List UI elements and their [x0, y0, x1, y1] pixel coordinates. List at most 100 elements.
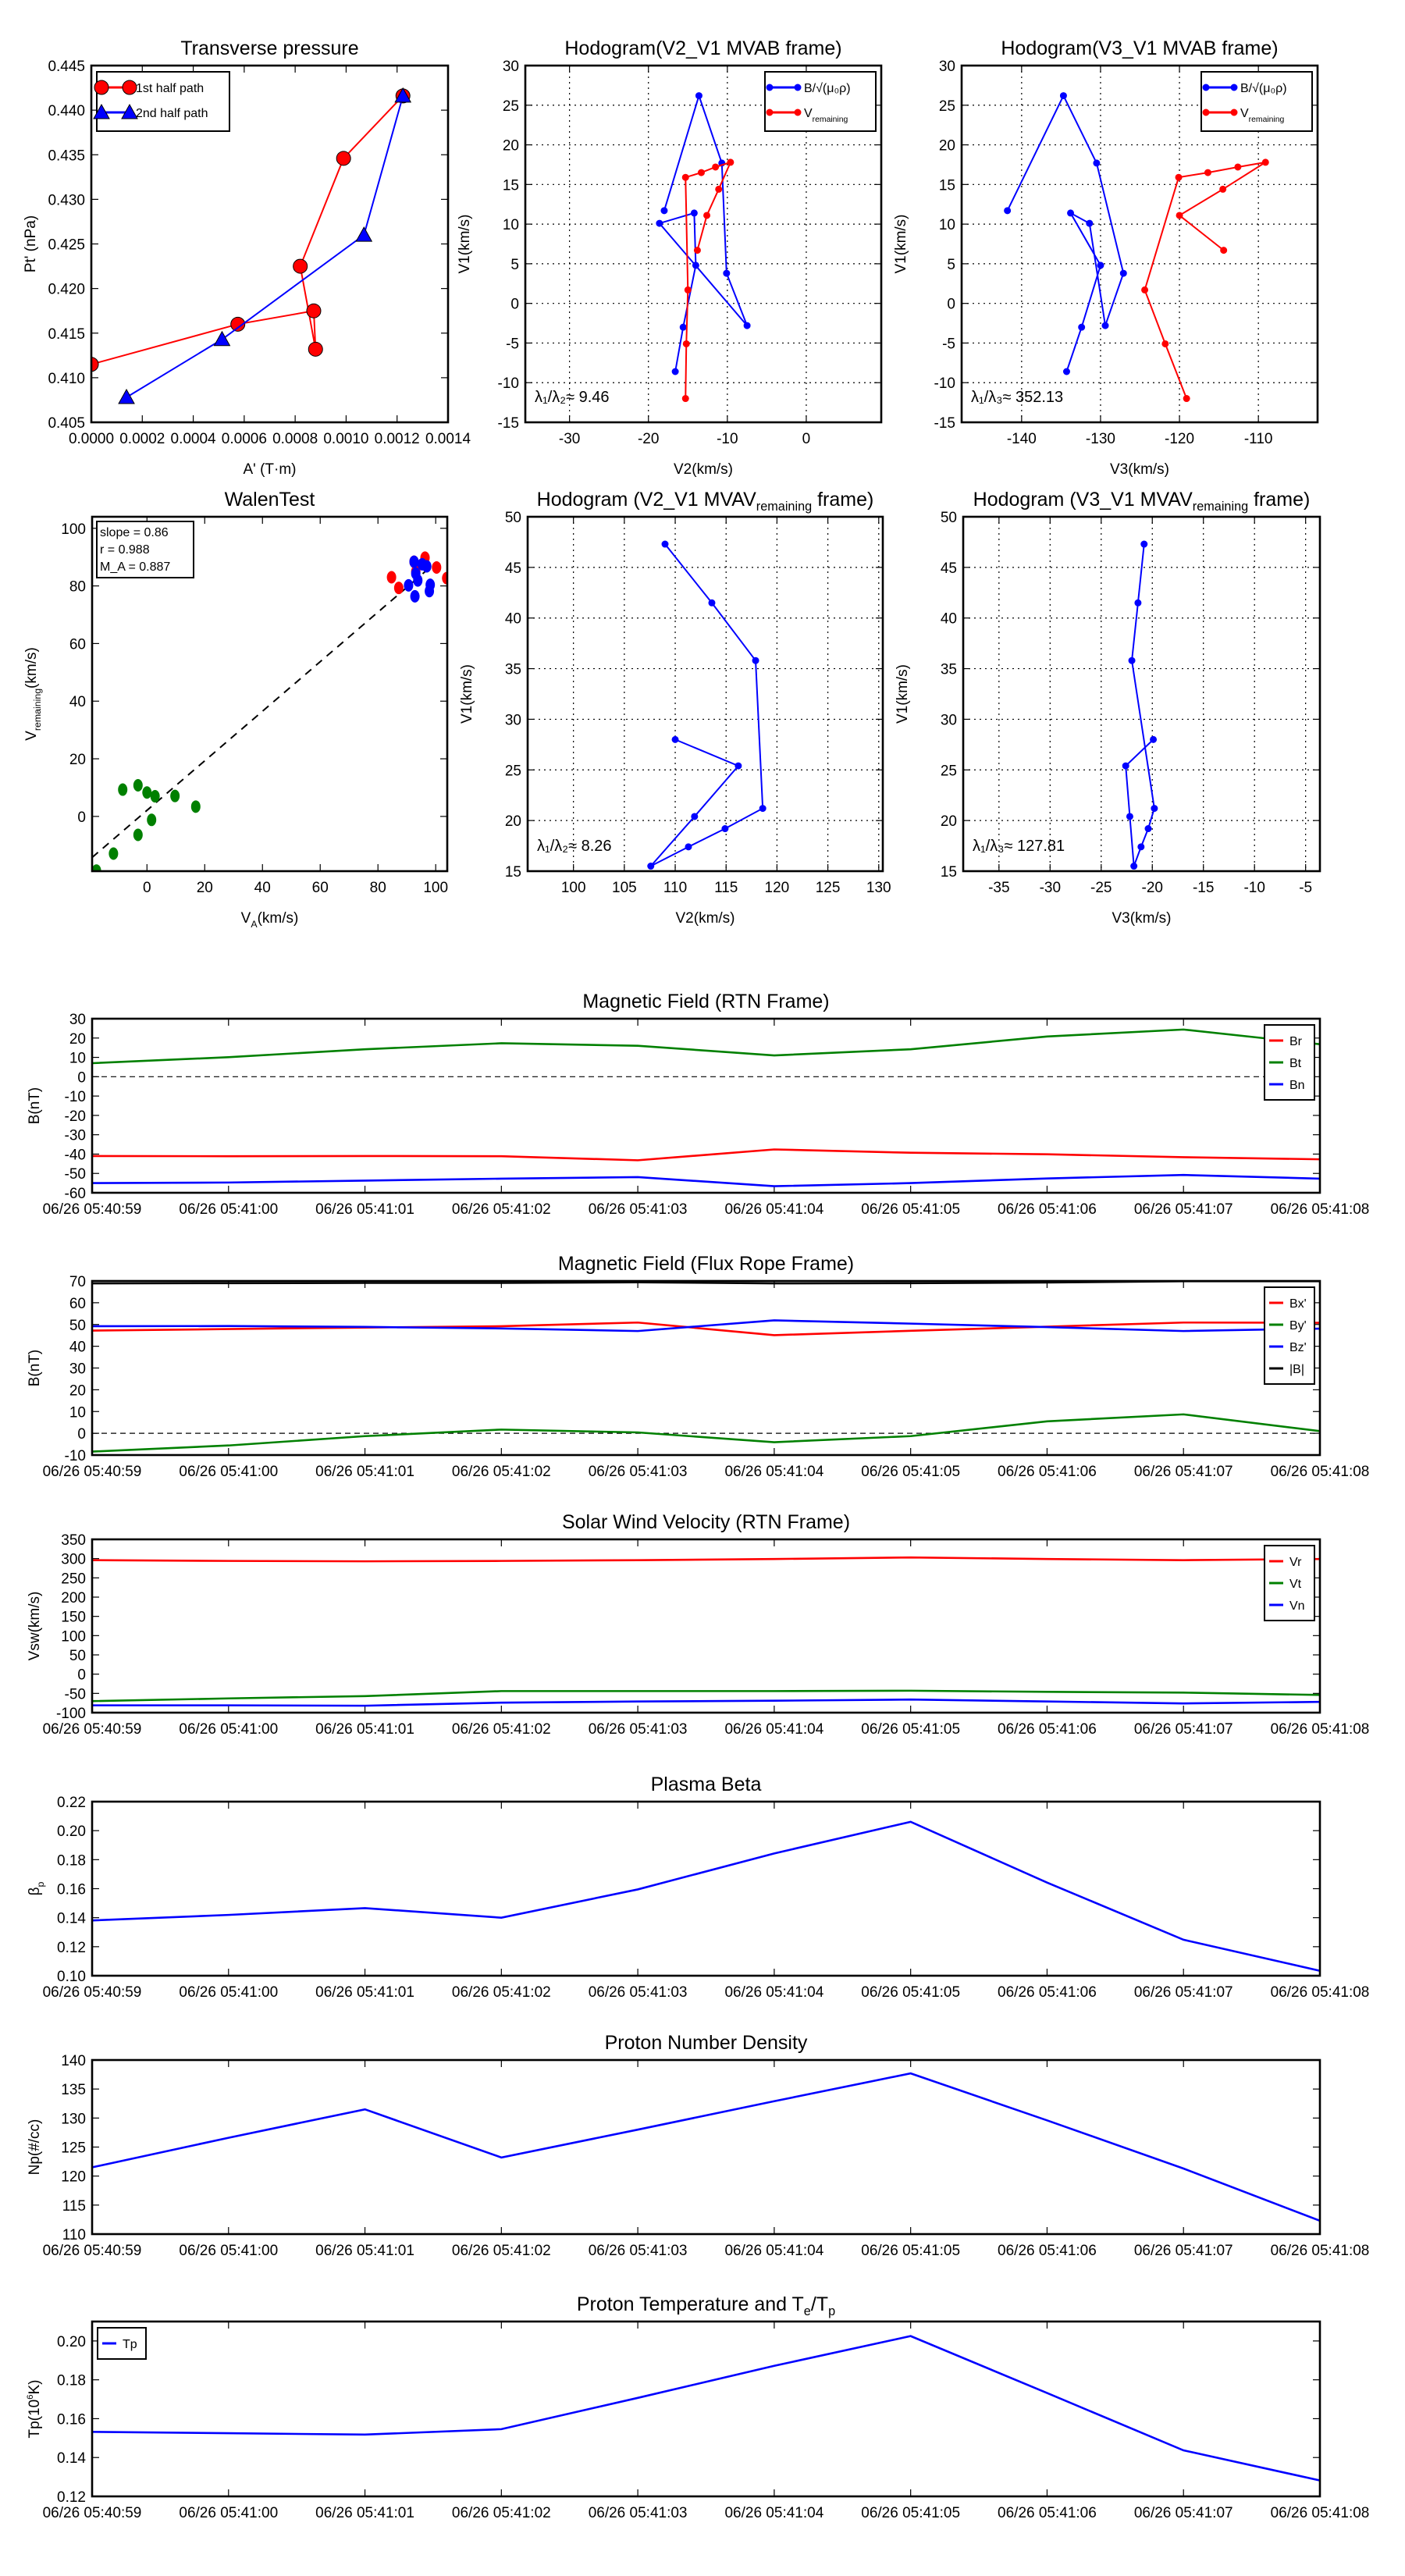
axes-frame — [962, 515, 1321, 873]
x-tick-label: 0 — [143, 880, 151, 896]
series-0 — [1122, 540, 1158, 870]
chart-title-pre: Hodogram (V3_V1 MVAV — [973, 489, 1193, 511]
y-tick-label: 100 — [61, 1628, 86, 1645]
axes-frame — [91, 515, 449, 873]
axes-frame — [960, 64, 1319, 424]
y-tick-label: -15 — [498, 415, 519, 432]
x-tick-label: 06/26 05:41:05 — [861, 1201, 960, 1218]
data-point — [743, 322, 751, 329]
legend-label-sub: remaining — [1249, 116, 1285, 124]
data-point — [708, 599, 716, 607]
series-0 — [92, 1321, 1320, 1336]
y-axis-label: Vremaining(km/s) — [23, 647, 43, 741]
data-point — [1086, 219, 1094, 227]
y-axis-label-pre: Tp(10 — [27, 2400, 43, 2439]
data-point — [1150, 735, 1158, 743]
x-tick-label: 06/26 05:41:05 — [861, 2243, 960, 2259]
x-tick-label: 06/26 05:41:03 — [589, 1201, 688, 1218]
legend-label: Bt — [1289, 1057, 1302, 1070]
data-point — [425, 585, 435, 598]
y-tick-label: 20 — [69, 752, 86, 768]
data-point — [1004, 207, 1012, 215]
data-point — [393, 582, 404, 595]
x-tick-label: 06/26 05:41:05 — [861, 2505, 960, 2521]
legend: 1st half path 2nd half path — [93, 71, 230, 132]
y-tick-label: 10 — [69, 1404, 86, 1421]
y-tick-label: 15 — [503, 177, 519, 194]
legend: B/√(μ₀ρ) Vremaining — [764, 71, 877, 132]
y-axis-label: Pt' (nPa) — [23, 215, 39, 272]
data-point — [647, 863, 655, 870]
chart-title-pre: Proton Temperature and T — [577, 2293, 804, 2315]
data-point — [91, 357, 99, 372]
legend-marker — [766, 84, 774, 91]
x-tick-label: 115 — [714, 880, 738, 896]
chart-title: Solar Wind Velocity (RTN Frame) — [562, 1511, 850, 1533]
x-tick-label: -20 — [1142, 880, 1163, 896]
data-point — [1134, 599, 1142, 607]
y-axis-label-sub: p — [35, 1881, 46, 1887]
x-axis-label: VA(km/s) — [241, 910, 299, 930]
data-point — [1204, 169, 1211, 176]
axes-frame — [524, 64, 883, 424]
x-tick-label: 06/26 05:41:00 — [179, 1201, 278, 1218]
x-tick-label: 06/26 05:40:59 — [43, 2243, 142, 2259]
data-point — [142, 786, 152, 799]
y-tick-label: 70 — [69, 1274, 86, 1290]
x-tick-label: 06/26 05:41:00 — [179, 1984, 278, 2001]
data-point — [306, 303, 322, 318]
data-point — [723, 269, 731, 277]
y-tick-label: 0 — [510, 297, 519, 313]
y-tick-label: 30 — [69, 1012, 86, 1028]
series-0 — [92, 1556, 1320, 1563]
y-axis-label-sub: remaining — [32, 688, 43, 731]
data-point — [404, 578, 414, 592]
data-point — [147, 813, 157, 827]
x-tick-label: -20 — [638, 431, 659, 447]
legend-label: 2nd half path — [136, 107, 208, 120]
data-point — [410, 589, 420, 603]
y-tick-label: 0.445 — [48, 59, 85, 75]
x-tick-label: -5 — [1299, 880, 1312, 896]
stats-line: r = 0.988 — [100, 543, 150, 557]
legend-label: Vt — [1289, 1578, 1302, 1591]
axes-frame — [526, 515, 884, 873]
data-point — [681, 395, 689, 403]
y-tick-label: 25 — [505, 763, 521, 779]
series-0 — [92, 2072, 1320, 2222]
chart-title-sub: e — [804, 2304, 811, 2318]
legend-label-pre: B/√(μ₀ρ) — [804, 82, 851, 95]
x-tick-label: 06/26 05:41:01 — [315, 1984, 414, 2001]
chart-title-sub: remaining — [1193, 500, 1248, 514]
x-tick-label: 06/26 05:41:06 — [998, 1721, 1097, 1738]
data-point — [1176, 212, 1183, 219]
y-tick-label: 5 — [510, 257, 519, 273]
x-axis-label: A' (T·m) — [244, 461, 297, 478]
x-axis-label-pre: V — [241, 910, 251, 927]
data-point — [660, 207, 668, 215]
legend-marker — [93, 103, 110, 119]
y-tick-label: 0.18 — [57, 2373, 86, 2389]
x-tick-label: 06/26 05:41:08 — [1271, 2243, 1370, 2259]
data-point — [386, 571, 397, 584]
data-point — [693, 247, 701, 254]
data-point — [727, 158, 735, 166]
data-point — [1175, 173, 1183, 181]
legend-label: Vn — [1289, 1599, 1305, 1613]
legend-marker — [122, 80, 137, 95]
y-tick-label: 0.405 — [48, 415, 85, 432]
hodogram-v2-v1-mvab-chart: Hodogram(V2_V1 MVAB frame) V2(km/s) V1(km/… — [457, 37, 883, 478]
legend-marker — [766, 109, 774, 116]
series-1 — [92, 1689, 1320, 1703]
y-axis-label: B(nT) — [27, 1350, 43, 1387]
eigenvalue-ratio-annotation: λ₁/λ₃≈ 352.13 — [971, 389, 1063, 406]
x-tick-label: 06/26 05:41:02 — [452, 2243, 551, 2259]
data-point — [1128, 656, 1136, 664]
x-tick-label: 06/26 05:40:59 — [43, 2505, 142, 2521]
legend-marker — [1202, 84, 1210, 91]
y-axis-label-post: K) — [27, 2380, 43, 2395]
data-point — [1261, 158, 1269, 166]
y-tick-label: -50 — [65, 1686, 86, 1703]
